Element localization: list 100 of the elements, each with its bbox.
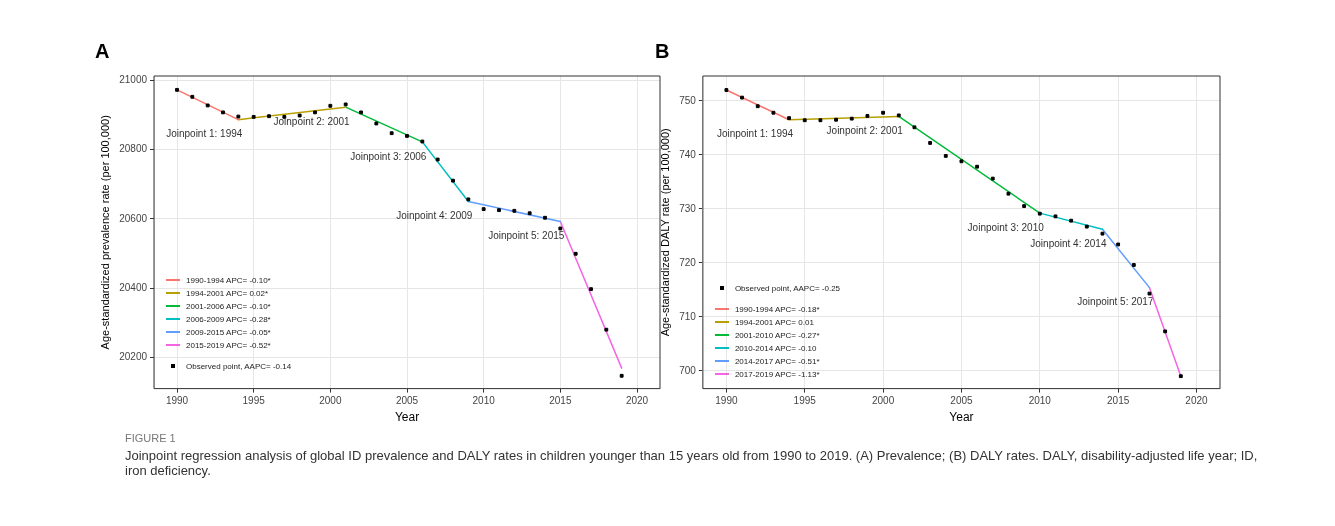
point [881,110,886,115]
point [1022,204,1027,209]
x-tick-label: 2005 [395,395,419,407]
annotation: Joinpoint 5: 2017 [1077,296,1154,308]
legend-label: 2001-2006 APC= -0.10* [186,300,271,313]
point [928,141,933,145]
x-tick-label: 2015 [549,395,572,407]
point [543,215,547,220]
point [251,114,256,119]
x-tick-label: 2005 [950,395,973,407]
point [912,125,917,130]
point [1006,191,1011,196]
x-tick-label: 2000 [319,395,342,407]
point [834,117,838,122]
legend-label: 1994-2001 APC= 0.01 [734,316,814,329]
point [221,110,225,115]
legend-label: 2006-2009 APC= -0.28* [186,313,271,326]
point [1037,211,1042,216]
point [405,134,409,138]
point [205,103,210,108]
point [1116,242,1121,247]
y-axis-title: Age-standardized prevalence rate (per 100,000) [98,115,111,350]
annotation: Joinpoint 3: 2006 [350,150,427,162]
x-axis-title: Year [394,410,420,425]
point [343,102,348,107]
point [1178,374,1183,379]
y-tick-label: 20800 [119,143,148,155]
point [896,113,901,118]
annotation: Joinpoint 5: 2015 [488,230,565,242]
legend-label: 2017-2019 APC= -1.13* [734,368,820,381]
legend-label: 2015-2019 APC= -0.52* [186,339,271,352]
point [1131,263,1136,267]
point [497,208,501,213]
point [619,373,624,378]
x-tick-label: 2020 [625,395,649,407]
x-axis-title: Year [949,410,974,425]
point [802,118,807,123]
point [975,164,980,169]
point [558,226,563,231]
annotation: Joinpoint 2: 2001 [273,115,351,127]
x-tick-label: 1990 [715,395,738,407]
point [1084,224,1089,229]
point [313,110,317,115]
legend-label: 1990-1994 APC= -0.10* [186,274,271,287]
point [435,157,440,162]
point [481,207,486,211]
legend-label: 2010-2014 APC= -0.10 [734,342,817,355]
point [374,121,379,126]
annotation: Joinpoint 1: 1994 [716,128,794,140]
point [1053,214,1058,219]
point [512,208,517,213]
y-tick-label: 700 [679,364,697,376]
point [990,176,995,181]
annotation: Joinpoint 2: 2001 [826,125,904,137]
point [959,159,964,164]
point [1163,329,1168,334]
point [236,114,241,119]
point [589,287,593,292]
legend-label: 2001-2010 APC= -0.27* [734,329,820,342]
x-tick-label: 1990 [165,395,189,407]
point [943,153,948,158]
x-tick-label: 1995 [793,395,817,407]
x-tick-label: 2015 [1107,395,1130,407]
point [604,327,609,332]
y-axis-title: Age-standardized DALY rate (per 100,000) [658,128,671,337]
y-tick-label: 20200 [119,351,148,363]
y-tick-label: 710 [679,310,697,322]
x-tick-label: 2010 [1028,395,1052,407]
annotation: Joinpoint 4: 2009 [396,210,473,222]
point [771,110,776,115]
chart-title: A [95,39,110,62]
y-tick-label: 20400 [119,281,148,293]
point [527,211,532,216]
annotation: Joinpoint 3: 2010 [967,221,1045,233]
point [389,131,394,136]
legend-label: 2014-2017 APC= -0.51* [734,355,820,368]
annotation: Joinpoint 1: 1994 [166,128,243,140]
point [1100,231,1105,236]
annotation: Joinpoint 4: 2014 [1030,238,1107,250]
x-tick-label: 1995 [242,395,266,407]
y-tick-label: 740 [679,148,697,160]
y-tick-label: 720 [679,256,697,268]
point [740,95,744,100]
point [818,118,823,123]
point [267,114,271,119]
point [849,116,854,121]
point [724,88,729,92]
point [787,116,791,121]
point [1147,291,1152,296]
point [573,251,578,256]
x-tick-label: 2000 [871,395,895,407]
y-tick-label: 20600 [119,212,148,224]
caption: FIGURE 1 [125,432,177,444]
y-tick-label: 730 [679,202,697,214]
point [466,197,471,202]
point [175,87,179,92]
chart-title: B [655,39,670,62]
point [359,110,363,115]
text: Joinpoint regression analysis of global ID prevalence and DALY rates in children younger than 15 years old from 1990 to 2019. (A) Prevalence; (B) DALY rates. DALY, disability-adjusted life year; ID, iron deficiency. [125,448,1259,478]
legend-label: Observed point, AAPC= -0.14 [186,360,292,373]
